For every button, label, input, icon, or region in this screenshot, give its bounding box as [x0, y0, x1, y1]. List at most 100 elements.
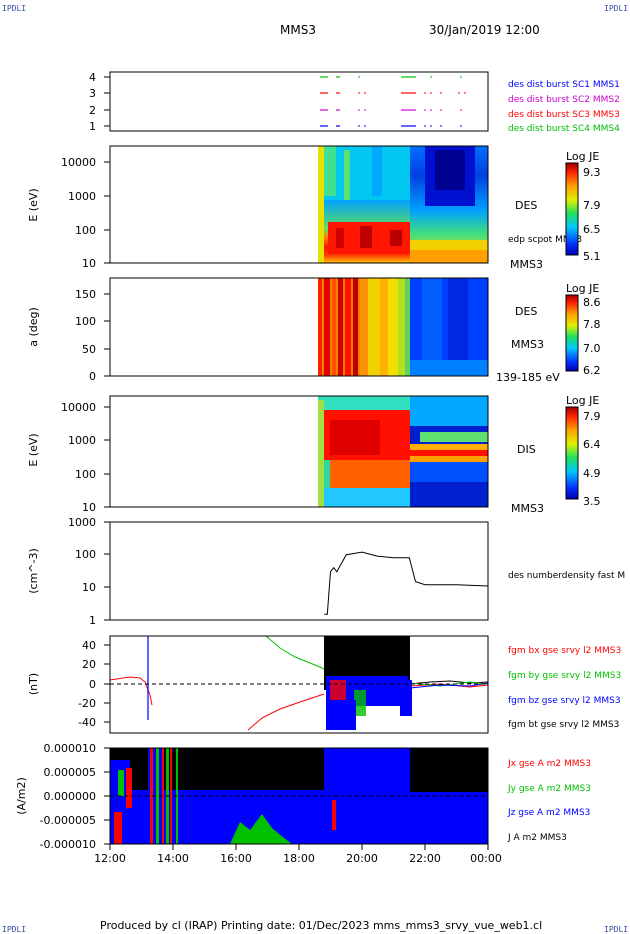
p2-ylabel: E (eV): [27, 188, 40, 221]
x-tick-5: 22:00: [409, 852, 441, 865]
x-tick-0: 12:00: [94, 852, 126, 865]
jx-band-1: [150, 748, 153, 844]
p7-legend-3: J A m2 MMS3: [507, 833, 567, 843]
p6-ytick-1: 20: [82, 658, 96, 671]
p2-sc-label: MMS3: [510, 258, 543, 271]
p7-ytick-2: 0.000000: [44, 790, 97, 803]
p6-legend-3: fgm bt gse srvy l2 MMS3: [508, 720, 619, 730]
p1-ytick-2: 2: [89, 104, 96, 117]
x-tick-3: 18:00: [283, 852, 315, 865]
bfield-traces: [109, 635, 489, 731]
p3-cbar-tick-3: 6.2: [583, 364, 601, 377]
p6-ylabel: (nT): [27, 673, 40, 695]
p3-colorbar-title: Log JE: [566, 282, 599, 295]
jz-fill-early: [110, 790, 324, 844]
p7-ytick-4: -0.000010: [40, 838, 96, 851]
p7-legend-1: Jy gse A m2 MMS3: [507, 784, 591, 794]
p3-cbar-tick-2: 7.0: [583, 342, 601, 355]
panel-current: 0.000010 0.000005 0.000000 -0.000005 -0.…: [15, 742, 591, 851]
jx-early-blob: [114, 812, 122, 844]
footer-credit: Produced by cl (IRAP) Printing date: 01/…: [100, 919, 542, 932]
panel-des-energy: 10000 1000 100 10 E (eV) DES edp scpot M…: [27, 145, 601, 271]
p6-ytick-3: -20: [78, 697, 96, 710]
p2-sublabel: edp scpot MMS3: [508, 235, 582, 245]
p3-ytick-0: 150: [75, 288, 96, 301]
p5-ylabel: (cm^-3): [27, 548, 40, 594]
p2-cbar-tick-0: 9.3: [583, 166, 601, 179]
p2-cbar-tick-3: 5.1: [583, 250, 601, 263]
p3-cbar-tick-0: 8.6: [583, 296, 601, 309]
p1-legend-3: des dist burst SC4 MMS4: [508, 124, 620, 134]
p4-colorbar-title: Log JE: [566, 394, 599, 407]
p1-legend-2: des dist burst SC3 MMS3: [508, 110, 620, 120]
by-trace: [265, 635, 327, 671]
bz-deep-block: [326, 700, 356, 730]
figure-title: MMS3: [280, 23, 316, 37]
x-tick-6: 00:00: [470, 852, 502, 865]
jx-band-3: [170, 748, 172, 844]
p1-ytick-3: 1: [89, 120, 96, 133]
dis-energy-spectrogram: [318, 396, 488, 507]
jz-fill-late: [410, 792, 488, 844]
p4-cbar-tick-2: 4.9: [583, 467, 601, 480]
by-fluctuation-block: [354, 690, 366, 716]
p7-ytick-0: 0.000010: [44, 742, 97, 755]
x-axis: 12:00 14:00 16:00 18:00 20:00 22:00 00:0…: [94, 844, 502, 865]
bx-trace-early: [109, 676, 153, 706]
panel-dis-energy: 10000 1000 100 10 E (eV) DIS MMS3 Log JE…: [27, 394, 601, 515]
p7-ylabel: (A/m2): [15, 777, 28, 815]
jz-fill-burst: [324, 748, 410, 844]
des-pitch-spectrogram: [318, 278, 488, 376]
x-tick-4: 20:00: [346, 852, 378, 865]
p6-legend-1: fgm by gse srvy l2 MMS3: [508, 671, 621, 681]
bz-late-burst: [400, 680, 412, 716]
p3-ylabel: a (deg): [27, 307, 40, 347]
corner-mark-bl: IPDLI: [2, 925, 26, 934]
p2-ytick-3: 10: [82, 257, 96, 270]
p5-ytick-2: 10: [82, 581, 96, 594]
p2-colorbar-title: Log JE: [566, 150, 599, 163]
panel-burst-flags: 4 3 2 1 des dist burst SC1 MMS1 des dist…: [89, 71, 620, 134]
x-tick-1: 14:00: [157, 852, 189, 865]
p4-ytick-3: 10: [82, 501, 96, 514]
p4-ytick-2: 100: [75, 468, 96, 481]
p1-legend-0: des dist burst SC1 MMS1: [508, 80, 620, 90]
p1-ytick-1: 3: [89, 87, 96, 100]
p4-cbar-tick-1: 6.4: [583, 438, 601, 451]
corner-mark-tr: IPDLI: [604, 4, 628, 13]
p2-ytick-0: 10000: [61, 156, 96, 169]
p2-instrument-label: DES: [515, 199, 537, 212]
burst-flag-marks: [320, 76, 466, 127]
p5-legend-0: des numberdensity fast M: [508, 571, 625, 581]
p7-ytick-3: -0.000005: [40, 814, 96, 827]
p4-cbar-tick-0: 7.9: [583, 410, 601, 423]
bz-late-trace: [409, 682, 489, 689]
p6-ytick-2: 0: [89, 678, 96, 691]
panel-des-pitch: 150 100 50 0 a (deg) DES MMS3 139-185 eV…: [27, 277, 601, 384]
density-series-line: [324, 551, 489, 615]
p4-ytick-1: 1000: [68, 434, 96, 447]
panel-bfield: 40 20 0 -20 -40 (nT) fgm bx gse srvy l2 …: [27, 635, 621, 734]
p2-ytick-2: 100: [75, 224, 96, 237]
p5-ytick-1: 100: [75, 548, 96, 561]
p1-ytick-0: 4: [89, 71, 96, 84]
bx-trace-late: [247, 693, 325, 731]
corner-mark-br: IPDLI: [604, 925, 628, 934]
p3-instrument-label: DES: [515, 305, 537, 318]
jy-band-1: [156, 748, 159, 844]
current-traces: [110, 748, 488, 844]
p3-sc-label: MMS3: [511, 338, 544, 351]
p4-ylabel: E (eV): [27, 433, 40, 466]
p4-sc-label: MMS3: [511, 502, 544, 515]
p2-cbar-tick-2: 6.5: [583, 223, 601, 236]
p3-cbar-tick-1: 7.8: [583, 318, 601, 331]
p4-ytick-0: 10000: [61, 401, 96, 414]
p6-legend-0: fgm bx gse srvy l2 MMS3: [508, 646, 621, 656]
des-energy-spectrogram: [318, 146, 488, 263]
p4-colorbar: [565, 406, 579, 500]
p7-ytick-1: 0.000005: [44, 766, 97, 779]
p6-legend-2: fgm bz gse srvy l2 MMS3: [508, 696, 621, 706]
figure-datetime: 30/Jan/2019 12:00: [429, 23, 540, 37]
p2-ytick-1: 1000: [68, 190, 96, 203]
